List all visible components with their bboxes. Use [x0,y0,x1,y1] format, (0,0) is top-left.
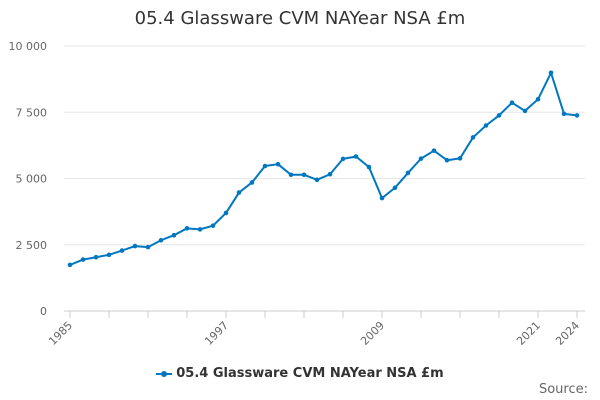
data-point [106,252,112,258]
data-point [288,172,294,178]
data-point [535,96,541,102]
data-point [171,232,177,238]
data-point [67,262,73,268]
data-point [548,70,554,76]
y-tick-label: 5 000 [16,173,48,186]
data-point [509,100,515,106]
data-point [184,226,190,231]
data-point [145,244,151,250]
data-point [158,237,164,243]
series-line [69,71,578,266]
data-point [80,257,86,262]
data-point [392,185,398,191]
data-point [444,157,450,163]
y-tick-label: 2 500 [16,239,48,252]
data-point [210,223,216,228]
x-tick-label: 1985 [46,319,75,348]
x-tick-label: 2024 [553,319,582,348]
data-point [236,190,242,195]
data-point [366,164,372,170]
data-point [314,177,320,183]
y-tick-label: 7 500 [16,106,48,119]
chart-title: 05.4 Glassware CVM NAYear NSA £m [134,8,466,29]
legend-marker [156,370,173,377]
legend[interactable]: 05.4 Glassware CVM NAYear NSA £m [0,366,600,381]
data-point [431,148,437,153]
data-point [379,195,385,201]
data-point [405,170,411,176]
data-point [119,248,125,253]
data-point [353,154,359,159]
data-point [249,180,255,185]
data-point [483,123,489,128]
data-point [301,172,307,178]
data-point [561,111,567,117]
data-point [275,161,281,167]
x-tick-label: 2009 [358,319,387,348]
data-point [262,163,268,169]
data-point [197,227,203,232]
y-tick-label: 10 000 [9,40,48,53]
y-tick-label: 0 [40,305,47,318]
x-tick-label: 2021 [514,319,543,348]
source-label: Source: [538,382,588,397]
data-point [418,156,424,161]
data-point [327,171,333,177]
x-tick-label: 1997 [202,319,231,348]
data-point [223,210,229,216]
legend-label: 05.4 Glassware CVM NAYear NSA £m [176,366,444,381]
data-point [457,156,463,161]
data-point [132,243,138,249]
data-point [470,135,476,140]
data-point [522,108,528,114]
data-point [93,254,99,260]
data-point [496,113,502,118]
data-point [574,113,580,118]
data-point [340,156,346,162]
